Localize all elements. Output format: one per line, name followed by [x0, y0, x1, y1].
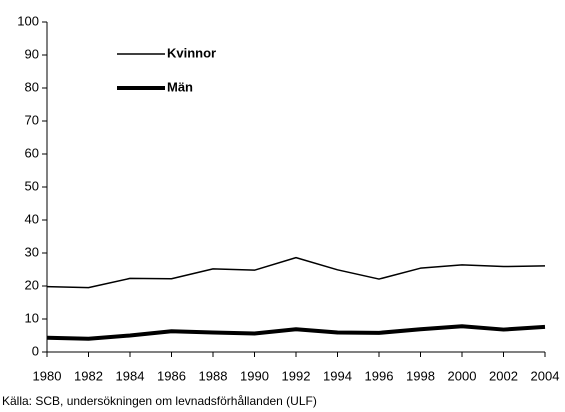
y-tick-label: 70	[25, 112, 39, 127]
x-tick-label: 1988	[199, 368, 228, 383]
x-tick-label: 1998	[406, 368, 435, 383]
x-tick-label: 1996	[365, 368, 394, 383]
y-tick-label: 50	[25, 178, 39, 193]
x-tick-label: 1986	[157, 368, 186, 383]
y-tick-label: 0	[32, 343, 39, 358]
x-tick-label: 1992	[282, 368, 311, 383]
x-tick-label: 2004	[531, 368, 560, 383]
y-tick-label: 100	[17, 13, 39, 28]
legend-label: Män	[167, 79, 193, 94]
y-tick-label: 60	[25, 145, 39, 160]
y-tick-label: 30	[25, 244, 39, 259]
x-tick-label: 1982	[74, 368, 103, 383]
x-tick-label: 1990	[240, 368, 269, 383]
legend-label: Kvinnor	[167, 45, 216, 60]
source-note: Källa: SCB, undersökningen om levnadsför…	[2, 394, 317, 408]
x-tick-label: 1984	[116, 368, 145, 383]
y-tick-label: 20	[25, 277, 39, 292]
y-tick-label: 90	[25, 46, 39, 61]
x-tick-label: 2000	[448, 368, 477, 383]
x-tick-label: 2002	[489, 368, 518, 383]
y-tick-label: 40	[25, 211, 39, 226]
x-tick-label: 1980	[33, 368, 62, 383]
series-line	[46, 324, 546, 341]
y-tick-label: 80	[25, 79, 39, 94]
y-tick-label: 10	[25, 310, 39, 325]
x-tick-label: 1994	[323, 368, 352, 383]
series-line	[46, 256, 546, 289]
